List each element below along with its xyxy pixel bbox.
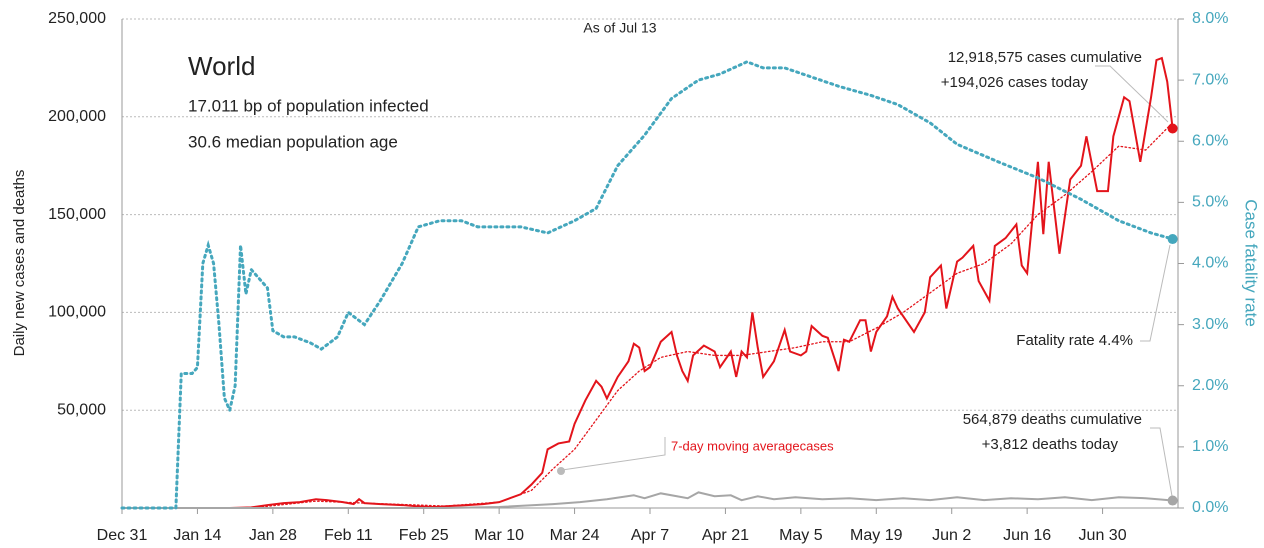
- y2-tick-label: 4.0%: [1192, 255, 1228, 272]
- y2-tick-label: 5.0%: [1192, 194, 1228, 211]
- y-tick-label: 200,000: [48, 108, 106, 125]
- annotation: +194,026 cases today: [941, 74, 1089, 91]
- pointer-dot: [557, 467, 565, 475]
- x-tick-label: Dec 31: [97, 527, 148, 544]
- x-tick-label: Jan 28: [249, 527, 297, 544]
- leader-line: [1095, 65, 1169, 123]
- y2-tick-label: 8.0%: [1192, 10, 1228, 27]
- x-tick-label: Apr 21: [702, 527, 749, 544]
- annotation: +3,812 deaths today: [982, 436, 1119, 453]
- x-tick-label: Mar 10: [474, 527, 524, 544]
- y2-tick-label: 2.0%: [1192, 377, 1228, 394]
- end-marker: [1167, 234, 1178, 245]
- y2-tick-label: 1.0%: [1192, 438, 1228, 455]
- note: As of Jul 13: [583, 20, 656, 36]
- x-tick-label: Jun 30: [1079, 527, 1127, 544]
- y-tick-label: 150,000: [48, 206, 106, 223]
- x-tick-label: Jun 2: [932, 527, 971, 544]
- leader-line: [1150, 427, 1173, 497]
- annotation: 7-day moving averagecases: [671, 438, 834, 453]
- y2-tick-label: 7.0%: [1192, 71, 1228, 88]
- end-marker: [1167, 123, 1178, 134]
- subtitle: 17.011 bp of population infected: [188, 96, 429, 115]
- subtitle: 30.6 median population age: [188, 132, 398, 151]
- y2-tick-label: 6.0%: [1192, 132, 1228, 149]
- series-line: [121, 491, 1174, 509]
- x-tick-label: Feb 25: [399, 527, 449, 544]
- series-line: [121, 122, 1174, 509]
- annotation: 564,879 deaths cumulative: [963, 411, 1142, 428]
- series-line: [120, 60, 1175, 510]
- x-tick-label: Mar 24: [550, 527, 600, 544]
- y-tick-label: 50,000: [57, 401, 106, 418]
- annotation: 12,918,575 cases cumulative: [948, 49, 1142, 66]
- x-tick-label: Jan 14: [173, 527, 221, 544]
- y-tick-label: 250,000: [48, 10, 106, 27]
- leader-line: [561, 437, 666, 471]
- annotation: Fatality rate 4.4%: [1016, 332, 1133, 349]
- end-marker: [1167, 495, 1178, 506]
- y2-tick-label: 3.0%: [1192, 316, 1228, 333]
- x-tick-label: Apr 7: [631, 527, 669, 544]
- y2-tick-label: 0.0%: [1192, 499, 1228, 516]
- x-tick-label: May 5: [779, 527, 823, 544]
- y-tick-label: 100,000: [48, 304, 106, 321]
- x-tick-label: May 19: [850, 527, 903, 544]
- y2-axis-label: Case fatality rate: [1242, 199, 1261, 327]
- leader-line: [1140, 244, 1171, 342]
- chart-title: World: [188, 51, 255, 81]
- x-tick-label: Jun 16: [1003, 527, 1051, 544]
- x-tick-label: Feb 11: [324, 527, 373, 544]
- y-axis-label: Daily new cases and deaths: [11, 170, 28, 357]
